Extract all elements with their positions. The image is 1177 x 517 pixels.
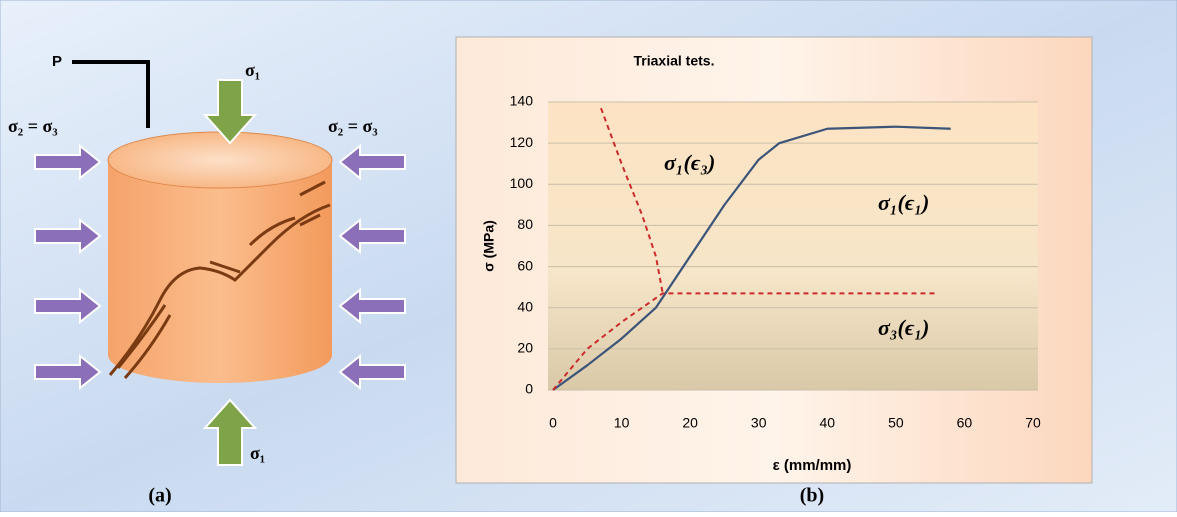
y-tick-label: 40 — [517, 298, 533, 314]
plot-area — [548, 102, 1038, 390]
series-label: σ₃(ϵ₁) — [878, 315, 929, 340]
y-tick-label: 20 — [517, 340, 533, 356]
y-tick-label: 140 — [510, 93, 534, 109]
series-label: σ₁(ϵ₃) — [664, 150, 715, 175]
x-tick-label: 40 — [819, 415, 835, 431]
chart-content: 0 20 40 60 80 100 120 140 0 10 20 30 40 50 60 70 σ₁(ϵ₁) σ… — [510, 93, 1041, 431]
y-tick-label: 80 — [517, 216, 533, 232]
cracks — [108, 180, 331, 379]
axial-arrows — [202, 79, 258, 466]
x-tick-label: 50 — [888, 415, 904, 431]
specimen-diagram: P σ₁ σ₁ σ₂ = σ₃ σ₂ = σ₃ — [8, 53, 406, 466]
y-tick-label: 100 — [510, 175, 534, 191]
x-tick-label: 30 — [751, 415, 767, 431]
pressure-label: P — [52, 53, 62, 70]
series-line — [600, 107, 664, 294]
x-axis-label: ε (mm/mm) — [773, 457, 852, 474]
series-line — [552, 125, 951, 391]
series-line — [552, 292, 937, 391]
y-tick-label: 60 — [517, 257, 533, 273]
caption: (a) — [148, 485, 171, 507]
x-tick-label: 0 — [549, 415, 557, 431]
series-label: σ₁(ϵ₁) — [878, 190, 929, 215]
x-tick-label: 60 — [957, 415, 973, 431]
left-confining-label: σ₂ = σ₃ — [8, 116, 58, 136]
cylinder-top — [107, 131, 333, 189]
y-tick-label: 120 — [510, 134, 534, 150]
caption: (b) — [800, 485, 824, 507]
chart-title: Triaxial tets. — [634, 53, 715, 69]
bottom-load-label: σ₁ — [250, 443, 265, 463]
right-confining-label: σ₂ = σ₃ — [328, 116, 378, 136]
x-tick-label: 70 — [1025, 415, 1041, 431]
confining-arrows — [34, 143, 406, 391]
x-tick-label: 20 — [682, 415, 698, 431]
y-axis-label: σ (MPa) — [481, 220, 497, 272]
top-load-label: σ₁ — [245, 60, 260, 80]
x-tick-label: 10 — [614, 415, 630, 431]
y-tick-label: 0 — [525, 381, 533, 397]
pressure-line — [72, 60, 150, 128]
